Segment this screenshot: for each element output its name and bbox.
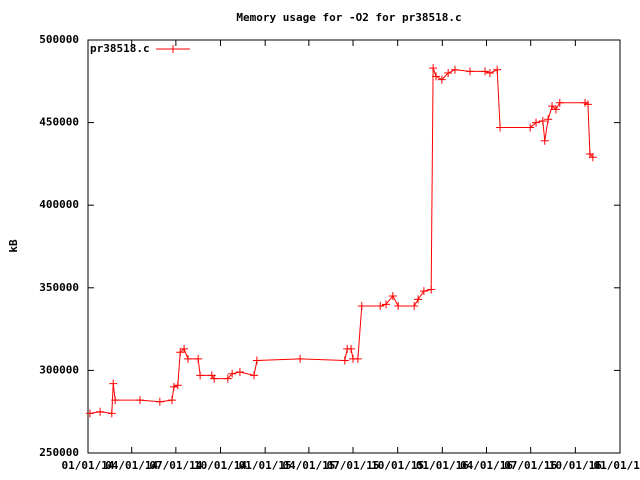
x-tick-label: 01/01/15 bbox=[239, 459, 292, 472]
point bbox=[176, 348, 185, 357]
legend-marker bbox=[169, 45, 177, 53]
point bbox=[167, 396, 176, 405]
point bbox=[183, 354, 192, 363]
point bbox=[296, 354, 305, 363]
point bbox=[540, 136, 549, 145]
x-tick-label: 04/01/15 bbox=[282, 459, 335, 472]
point bbox=[169, 382, 178, 391]
point bbox=[194, 354, 203, 363]
point bbox=[555, 98, 564, 107]
point bbox=[588, 153, 597, 162]
point bbox=[173, 381, 182, 390]
point bbox=[551, 105, 560, 114]
point bbox=[111, 396, 120, 405]
x-tick-label: 01/01/14 bbox=[62, 459, 115, 472]
plot-border bbox=[87, 39, 621, 454]
point bbox=[548, 102, 557, 111]
legend-label: pr38518.c bbox=[90, 42, 150, 55]
chart-title: Memory usage for -O2 for pr38518.c bbox=[236, 11, 461, 24]
point bbox=[493, 65, 502, 74]
point bbox=[180, 344, 189, 353]
x-tick-label: 10/01/14 bbox=[194, 459, 247, 472]
point bbox=[235, 368, 244, 377]
point bbox=[432, 72, 441, 81]
point bbox=[481, 67, 490, 76]
point bbox=[135, 396, 144, 405]
point bbox=[437, 75, 446, 84]
point bbox=[485, 69, 494, 78]
point bbox=[196, 371, 205, 380]
point bbox=[357, 301, 366, 310]
point bbox=[526, 123, 535, 132]
point bbox=[450, 65, 459, 74]
point bbox=[223, 374, 232, 383]
x-tick-label: 04/01/16 bbox=[460, 459, 513, 472]
y-tick-label: 400000 bbox=[39, 198, 79, 211]
point bbox=[388, 292, 397, 301]
point bbox=[376, 301, 385, 310]
y-axis-label: kB bbox=[7, 239, 20, 253]
point bbox=[532, 118, 541, 127]
point bbox=[252, 356, 261, 365]
point bbox=[419, 287, 428, 296]
series-line bbox=[89, 67, 594, 414]
point bbox=[410, 301, 419, 310]
point bbox=[538, 116, 547, 125]
point bbox=[155, 397, 164, 406]
y-tick-label: 250000 bbox=[39, 446, 79, 459]
point bbox=[382, 300, 391, 309]
y-tick-label: 350000 bbox=[39, 281, 79, 294]
point bbox=[353, 354, 362, 363]
point bbox=[228, 369, 237, 378]
x-tick-label: 01/01/17 bbox=[594, 459, 640, 472]
point bbox=[107, 409, 116, 418]
point bbox=[429, 64, 438, 73]
x-tick-label: 10/01/16 bbox=[549, 459, 602, 472]
x-tick-label: 07/01/15 bbox=[327, 459, 380, 472]
point bbox=[427, 285, 436, 294]
point bbox=[85, 409, 94, 418]
point bbox=[466, 67, 475, 76]
point bbox=[96, 407, 105, 416]
point bbox=[496, 123, 505, 132]
x-tick-label: 04/01/14 bbox=[105, 459, 158, 472]
x-tick-label: 07/01/16 bbox=[504, 459, 557, 472]
point bbox=[414, 295, 423, 304]
y-tick-label: 450000 bbox=[39, 116, 79, 129]
point bbox=[583, 100, 592, 109]
point bbox=[210, 374, 219, 383]
y-tick-label: 500000 bbox=[39, 33, 79, 46]
point bbox=[347, 344, 356, 353]
x-tick-label: 10/01/15 bbox=[371, 459, 424, 472]
point bbox=[250, 371, 259, 380]
point bbox=[444, 69, 453, 78]
point bbox=[340, 356, 349, 365]
point bbox=[544, 115, 553, 124]
y-tick-label: 300000 bbox=[39, 363, 79, 376]
x-tick-label: 07/01/14 bbox=[149, 459, 202, 472]
point bbox=[109, 379, 118, 388]
x-tick-label: 01/01/16 bbox=[416, 459, 469, 472]
point bbox=[394, 301, 403, 310]
